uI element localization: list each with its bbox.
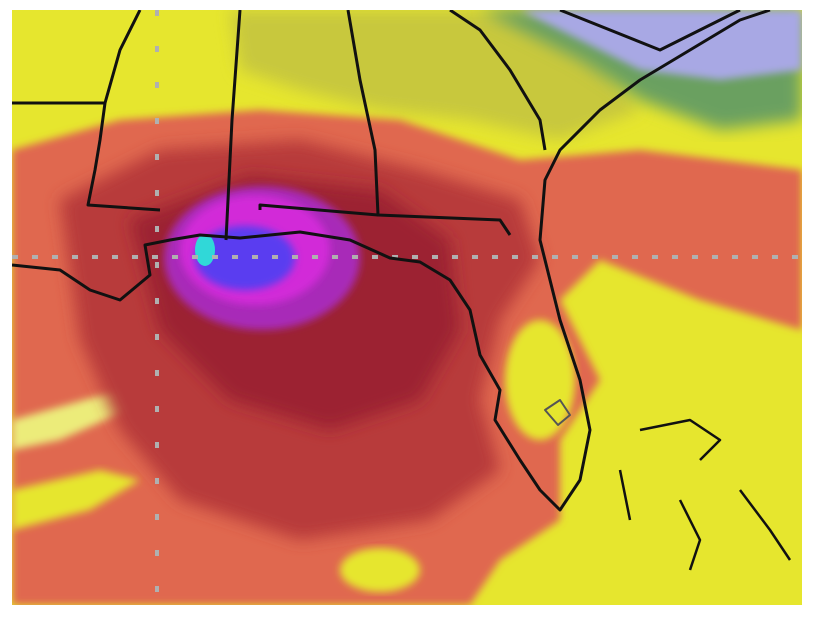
state-border [258, 203, 379, 217]
state-border [346, 10, 512, 236]
state-border [103, 10, 142, 104]
map-area [12, 10, 802, 605]
state-border [559, 10, 741, 52]
state-border [224, 10, 242, 241]
field-yellow-patch [505, 320, 575, 440]
field-lavender [520, 10, 802, 80]
lake [544, 399, 571, 426]
island-coast [618, 418, 792, 571]
field-olive [230, 10, 640, 140]
field-yellow-patch [340, 548, 420, 592]
coastline [12, 10, 771, 512]
state-border [449, 10, 547, 151]
state-border [12, 101, 161, 212]
field-yellow-patch [12, 470, 140, 530]
core-cyan [195, 234, 215, 266]
borders [12, 10, 792, 571]
core-blue [195, 226, 295, 290]
